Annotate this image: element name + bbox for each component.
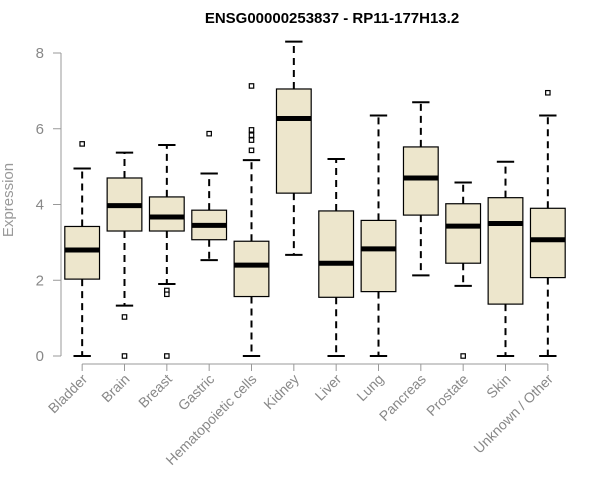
x-tick-label: Brain [98, 371, 132, 405]
outlier-point [460, 353, 466, 359]
box-iqr [487, 197, 524, 305]
outlier-point [248, 83, 255, 89]
outlier-point [164, 353, 170, 359]
outlier-point [248, 137, 255, 143]
x-tick-label: Bladder [45, 371, 91, 417]
box-kidney [275, 40, 312, 256]
x-tick-label: Kidney [260, 371, 302, 413]
box-iqr [445, 203, 482, 264]
outlier-point [121, 353, 128, 359]
box-lung [360, 114, 397, 357]
y-tick-label: 8 [36, 45, 44, 62]
x-tick-label: Skin [483, 371, 514, 402]
y-tick-label: 4 [36, 197, 44, 214]
box-iqr [402, 146, 439, 216]
outlier-point [545, 89, 551, 96]
plot-area [64, 40, 566, 359]
y-axis-label: Expression [0, 163, 17, 237]
box-iqr [275, 88, 312, 194]
y-tick-label: 0 [36, 348, 44, 365]
box-hematopoietic-cells [233, 83, 270, 357]
y-tick-label: 2 [36, 272, 44, 289]
outlier-point [248, 127, 255, 133]
box-breast [148, 144, 185, 359]
box-iqr [529, 207, 566, 279]
outlier-point [248, 132, 255, 138]
box-iqr [318, 210, 355, 298]
x-tick-label: Liver [312, 371, 345, 404]
box-bladder [64, 141, 101, 357]
box-unknown-other [529, 89, 566, 357]
outlier-point [248, 147, 255, 154]
box-iqr [64, 225, 101, 280]
x-tick-label: Pancreas [376, 371, 429, 424]
box-pancreas [402, 101, 439, 277]
x-tick-label: Unknown / Other [470, 371, 556, 457]
chart-title: ENSG00000253837 - RP11-177H13.2 [205, 10, 459, 27]
outlier-point [79, 141, 85, 147]
y-tick-label: 6 [36, 121, 44, 138]
box-iqr [148, 196, 185, 232]
x-tick-label: Lung [353, 371, 386, 404]
outlier-point [164, 291, 170, 298]
box-gastric [191, 130, 228, 262]
x-tick-label: Prostate [423, 371, 471, 419]
box-iqr [360, 219, 397, 293]
box-brain [106, 151, 143, 359]
box-liver [318, 158, 355, 357]
box-prostate [445, 181, 482, 359]
box-iqr [233, 240, 270, 298]
x-tick-label: Breast [135, 371, 175, 411]
box-skin [487, 160, 524, 357]
outlier-point [121, 314, 128, 320]
y-axis: 0 2 4 6 8 [36, 45, 62, 365]
outlier-point [206, 130, 212, 137]
